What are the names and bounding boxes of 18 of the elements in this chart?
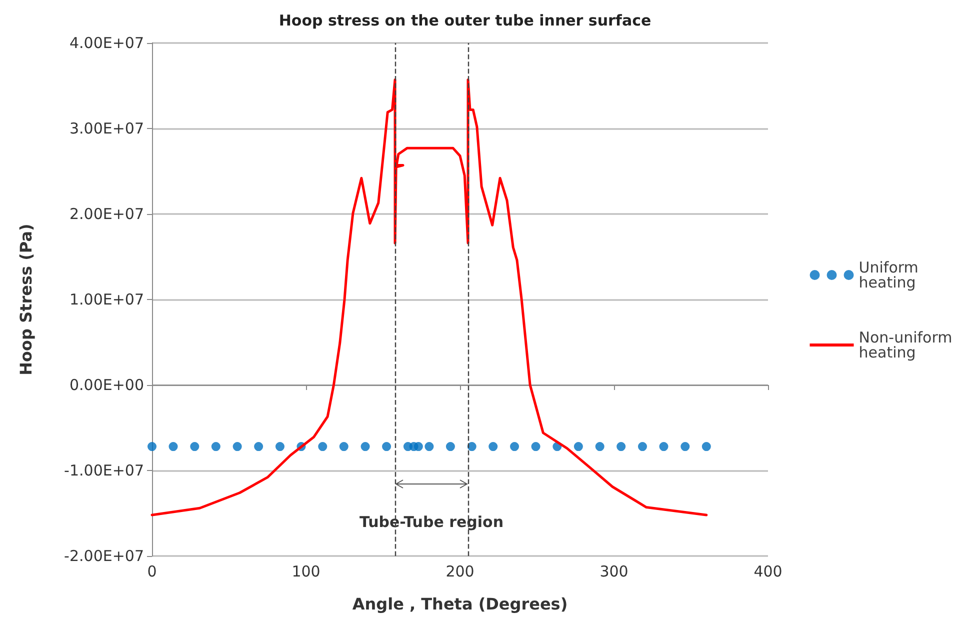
y-axis-title: Hoop Stress (Pa) bbox=[16, 224, 36, 376]
x-tick-label: 300 bbox=[600, 562, 628, 580]
annotation: Tube-Tube region bbox=[359, 513, 504, 531]
legend-label: Uniform heating bbox=[858, 258, 924, 292]
x-tick-label: 200 bbox=[446, 562, 474, 580]
x-tick-label: 0 bbox=[147, 562, 157, 580]
legend-label: Non-uniform heating bbox=[858, 328, 958, 362]
x-axis-title: Angle , Theta (Degrees) bbox=[352, 594, 568, 614]
x-tick-label: 400 bbox=[754, 562, 782, 580]
y-tick-label: 3.00E+07 bbox=[69, 120, 144, 138]
y-tick-label: 4.00E+07 bbox=[69, 34, 144, 52]
y-tick-label: 2.00E+07 bbox=[69, 205, 144, 223]
chart-title: Hoop stress on the outer tube inner surface bbox=[278, 12, 652, 30]
x-tick-label: 100 bbox=[292, 562, 320, 580]
y-tick-label: 0.00E+00 bbox=[69, 376, 144, 394]
y-tick-label: -1.00E+07 bbox=[64, 462, 144, 480]
y-tick-label: 1.00E+07 bbox=[69, 290, 144, 308]
y-tick-label: -2.00E+07 bbox=[64, 547, 144, 565]
